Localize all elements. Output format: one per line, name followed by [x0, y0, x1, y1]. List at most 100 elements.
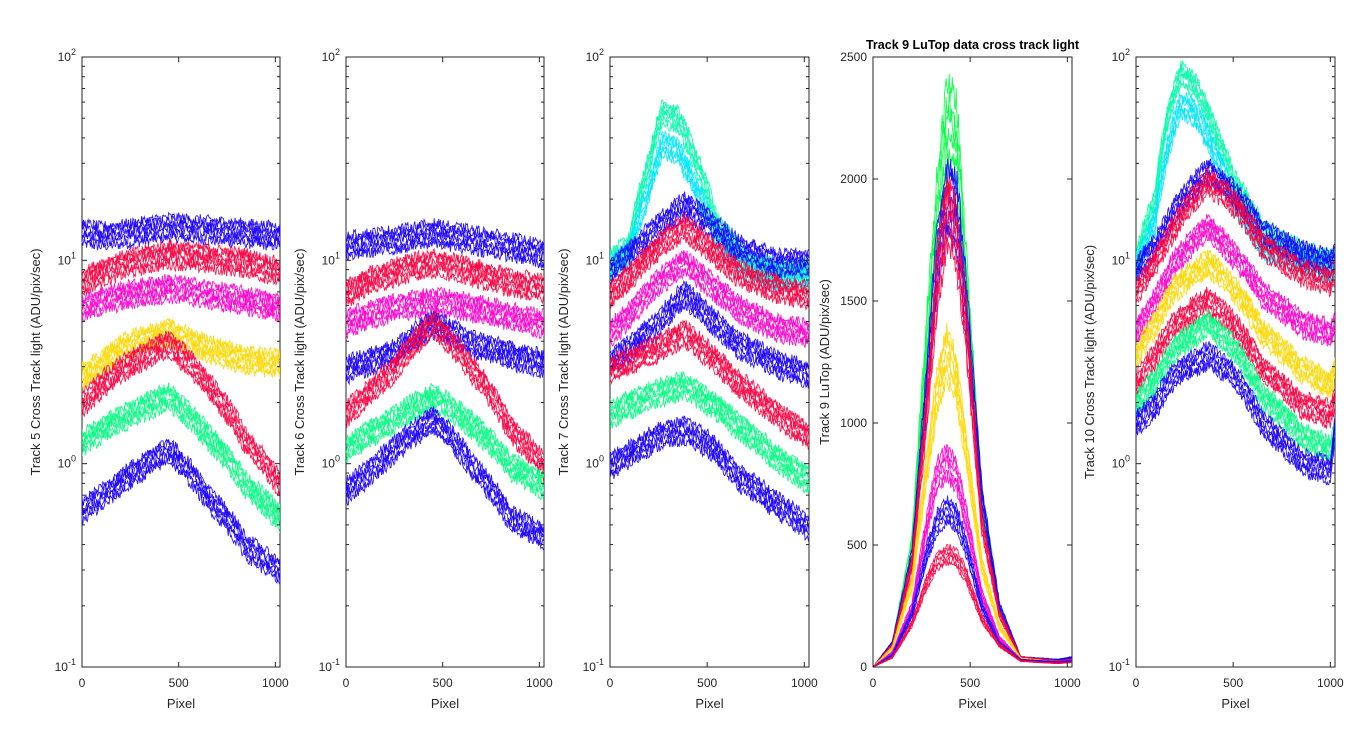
y-tick-base: 10: [1109, 660, 1123, 674]
y-tick-label: 2500: [840, 50, 867, 64]
series-line-2: [346, 247, 544, 289]
y-tick-label: 102: [586, 47, 604, 64]
x-tick-label: 1000: [1054, 676, 1081, 690]
x-tick-label: 1000: [526, 676, 553, 690]
series-line-1: [346, 238, 544, 269]
series-line-3: [610, 191, 809, 264]
series-line-1: [346, 217, 544, 248]
y-tick-label: 100: [322, 454, 340, 471]
series-line-6: [346, 390, 544, 487]
series-line-6: [346, 383, 544, 479]
y-tick-base: 10: [1112, 457, 1126, 471]
series-line-4: [1136, 167, 1335, 285]
series-line-7: [610, 319, 809, 430]
y-tick-label: 2000: [840, 172, 867, 186]
y-tick-label: 1500: [840, 294, 867, 308]
series-line-4: [610, 234, 809, 311]
series-group: [82, 211, 280, 585]
series-line-2: [82, 259, 280, 296]
series-line-8: [610, 391, 809, 494]
chart-panel-4: 0 500 1000 0 500 1000 1500 2000 2500 Pixel Track 9…: [817, 38, 1081, 711]
y-tick-label: 100: [58, 454, 76, 471]
series-line-5: [82, 336, 280, 485]
series-line-5: [1136, 214, 1335, 330]
series-line-7: [1136, 286, 1335, 411]
series-line-3: [82, 273, 280, 305]
y-tick-exponent: -1: [1122, 657, 1130, 667]
series-line-3: [873, 177, 1072, 667]
series-line-5: [610, 250, 809, 328]
x-tick-label: 0: [1133, 676, 1140, 690]
series-line-1: [82, 230, 280, 251]
x-tick-label: 1000: [262, 676, 289, 690]
series-line-7: [873, 543, 1072, 667]
series-line-5: [1136, 226, 1335, 341]
series-line-5: [610, 266, 809, 344]
y-tick-label: 10-1: [1109, 657, 1130, 674]
y-tick-exponent: 2: [1125, 47, 1130, 57]
series-line-5: [1136, 233, 1335, 347]
series-group: [346, 217, 544, 551]
series-line-7: [1136, 298, 1335, 421]
series-line-9: [610, 422, 809, 528]
series-line-7: [346, 408, 544, 535]
series-line-6: [346, 388, 544, 481]
y-tick-base: 10: [58, 457, 72, 471]
series-line-2: [346, 254, 544, 296]
x-tick-label: 500: [960, 676, 980, 690]
y-tick-base: 10: [322, 253, 336, 267]
y-tick-base: 10: [55, 660, 69, 674]
x-tick-label: 0: [343, 676, 350, 690]
series-group: [610, 99, 809, 543]
series-line-4: [1136, 185, 1335, 304]
x-axis-label: Pixel: [1221, 696, 1249, 711]
y-tick-exponent: 0: [335, 454, 340, 464]
y-tick-label: 10-1: [583, 657, 604, 674]
series-line-2: [346, 269, 544, 309]
series-line-2: [82, 243, 280, 280]
series-line-3: [1136, 158, 1335, 268]
series-line-5: [346, 310, 544, 455]
series-line-6: [1136, 249, 1335, 378]
series-line-6: [1136, 261, 1335, 391]
series-line-5: [82, 330, 280, 477]
x-tick-label: 500: [697, 676, 717, 690]
y-tick-base: 10: [319, 660, 333, 674]
series-line-1: [82, 215, 280, 236]
x-tick-label: 500: [1223, 676, 1243, 690]
y-axis-label: Track 6 Cross Track light (ADU/pix/sec): [292, 248, 307, 475]
y-tick-label: 101: [58, 250, 76, 267]
y-tick-base: 10: [1112, 50, 1126, 64]
series-line-7: [82, 458, 280, 585]
x-axis-label: Pixel: [431, 696, 459, 711]
y-tick-exponent: 1: [71, 250, 76, 260]
series-line-3: [610, 201, 809, 275]
y-tick-exponent: 2: [599, 47, 604, 57]
series-line-2: [82, 251, 280, 286]
series-line-8: [610, 370, 809, 473]
series-line-4: [346, 314, 544, 368]
y-tick-label: 101: [322, 250, 340, 267]
series-line-6: [82, 382, 280, 512]
series-line-4: [82, 326, 280, 379]
series-line-5: [82, 350, 280, 496]
series-line-7: [346, 417, 544, 542]
y-tick-label: 500: [847, 538, 867, 552]
series-line-3: [346, 286, 544, 320]
series-group: [1136, 59, 1335, 486]
series-line-6: [346, 393, 544, 492]
series-line-6: [610, 290, 809, 380]
y-tick-base: 10: [586, 253, 600, 267]
series-line-5: [82, 348, 280, 497]
series-line-4: [610, 212, 809, 290]
series-line-8: [1136, 314, 1335, 449]
y-tick-label: 101: [586, 250, 604, 267]
series-line-3: [346, 289, 544, 322]
y-tick-label: 100: [1112, 454, 1130, 471]
series-line-6: [610, 280, 809, 369]
y-tick-label: 102: [1112, 47, 1130, 64]
series-line-4: [1136, 171, 1335, 289]
